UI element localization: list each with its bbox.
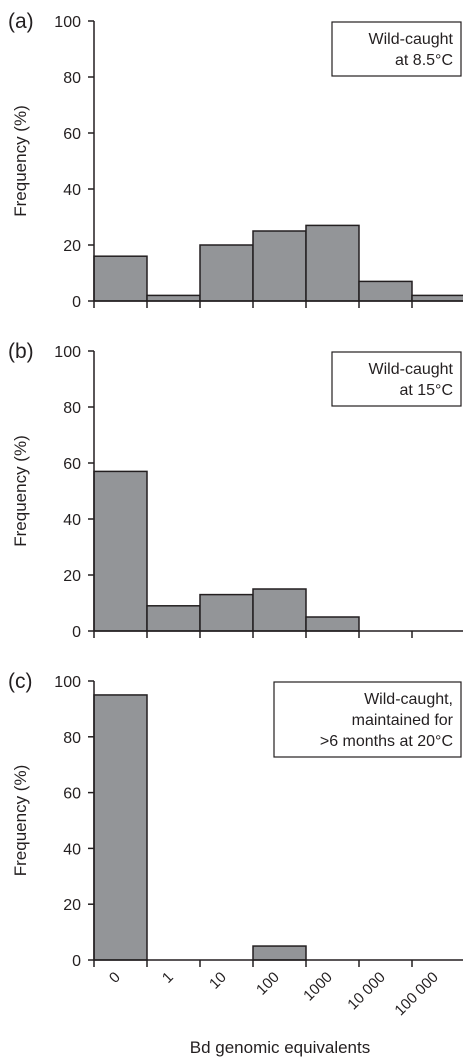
- histogram-bar: [411, 294, 463, 302]
- histogram-bar: [305, 616, 360, 632]
- annotation-box: [273, 681, 462, 758]
- y-tick-label: 20: [63, 568, 81, 585]
- panel-label: (b): [8, 340, 34, 363]
- histogram-bar: [199, 593, 254, 632]
- y-tick-label: 80: [63, 400, 81, 417]
- histogram-bar: [252, 230, 307, 302]
- annotation-text: at 8.5°C: [395, 52, 453, 69]
- histogram-bar: [93, 255, 148, 302]
- y-tick-label: 60: [63, 786, 81, 803]
- y-tick-label: 100: [54, 674, 81, 691]
- y-axis-title: Frequency (%): [11, 105, 30, 216]
- y-axis-title: Frequency (%): [11, 765, 30, 876]
- y-tick-label: 20: [63, 897, 81, 914]
- y-tick-label: 40: [63, 182, 81, 199]
- annotation-text: maintained for: [352, 712, 454, 729]
- y-tick-label: 60: [63, 456, 81, 473]
- y-tick-label: 40: [63, 512, 81, 529]
- histogram-bar: [146, 605, 201, 632]
- x-tick-label: 10 000: [344, 969, 388, 1013]
- x-tick-label: 1000: [300, 969, 336, 1005]
- histogram-bar: [252, 945, 307, 961]
- annotation-text: Wild-caught: [369, 31, 454, 48]
- y-tick-label: 20: [63, 238, 81, 255]
- annotation-box: [331, 351, 462, 407]
- y-tick-label: 40: [63, 841, 81, 858]
- y-tick-label: 0: [72, 953, 81, 970]
- y-tick-label: 80: [63, 730, 81, 747]
- annotation-text: >6 months at 20°C: [320, 733, 453, 750]
- y-tick-label: 0: [72, 294, 81, 311]
- x-tick-label: 100: [253, 969, 283, 999]
- panel-label: (a): [8, 10, 34, 33]
- x-axis-title: Bd genomic equivalents: [190, 1038, 371, 1057]
- y-axis-title: Frequency (%): [11, 435, 30, 546]
- histogram-bar: [199, 244, 254, 302]
- annotation-text: at 15°C: [399, 382, 453, 399]
- annotation-text: Wild-caught: [369, 361, 454, 378]
- annotation-text: Wild-caught,: [364, 691, 453, 708]
- histogram-bar: [358, 280, 413, 302]
- y-tick-label: 0: [72, 624, 81, 641]
- x-tick-label: 10: [206, 969, 230, 993]
- histogram-bar: [305, 224, 360, 302]
- x-tick-label: 1: [159, 969, 177, 987]
- annotation-box: [331, 21, 462, 77]
- histogram-bar: [252, 588, 307, 632]
- histogram-bar: [93, 470, 148, 632]
- y-tick-label: 60: [63, 126, 81, 143]
- histogram-bar: [146, 294, 201, 302]
- y-tick-label: 100: [54, 344, 81, 361]
- x-tick-label: 0: [106, 969, 124, 987]
- histogram-bar: [93, 694, 148, 961]
- y-tick-label: 80: [63, 70, 81, 87]
- panel-label: (c): [8, 670, 33, 693]
- x-tick-label: 100 000: [391, 969, 441, 1019]
- y-tick-label: 100: [54, 14, 81, 31]
